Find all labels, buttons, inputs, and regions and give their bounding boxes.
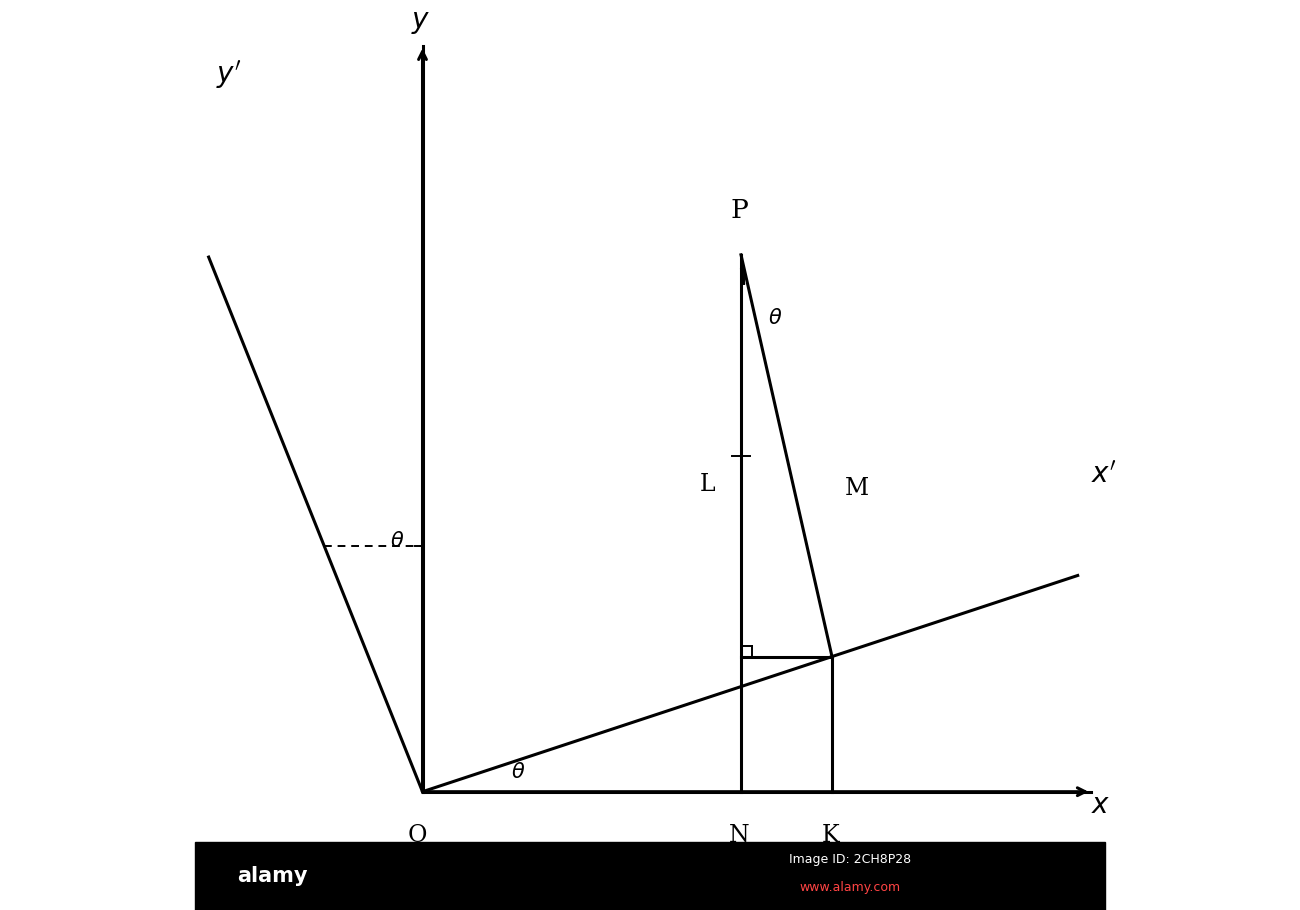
Text: $\theta$: $\theta$ bbox=[768, 308, 783, 329]
Text: N: N bbox=[729, 824, 750, 846]
Text: O: O bbox=[407, 824, 426, 846]
Text: $x'$: $x'$ bbox=[1092, 461, 1117, 489]
Text: $y'$: $y'$ bbox=[216, 58, 242, 91]
Text: www.alamy.com: www.alamy.com bbox=[800, 881, 901, 894]
Text: $\theta$: $\theta$ bbox=[390, 531, 404, 551]
Text: K: K bbox=[822, 824, 838, 846]
Text: $x$: $x$ bbox=[1092, 792, 1110, 819]
Text: Image ID: 2CH8P28: Image ID: 2CH8P28 bbox=[789, 854, 911, 866]
Text: $\theta$: $\theta$ bbox=[511, 762, 525, 782]
Text: L: L bbox=[699, 472, 715, 496]
Text: P: P bbox=[731, 198, 747, 223]
Text: $y$: $y$ bbox=[411, 9, 430, 36]
FancyBboxPatch shape bbox=[195, 842, 1105, 910]
Text: M: M bbox=[845, 477, 868, 501]
Text: alamy: alamy bbox=[237, 866, 308, 886]
